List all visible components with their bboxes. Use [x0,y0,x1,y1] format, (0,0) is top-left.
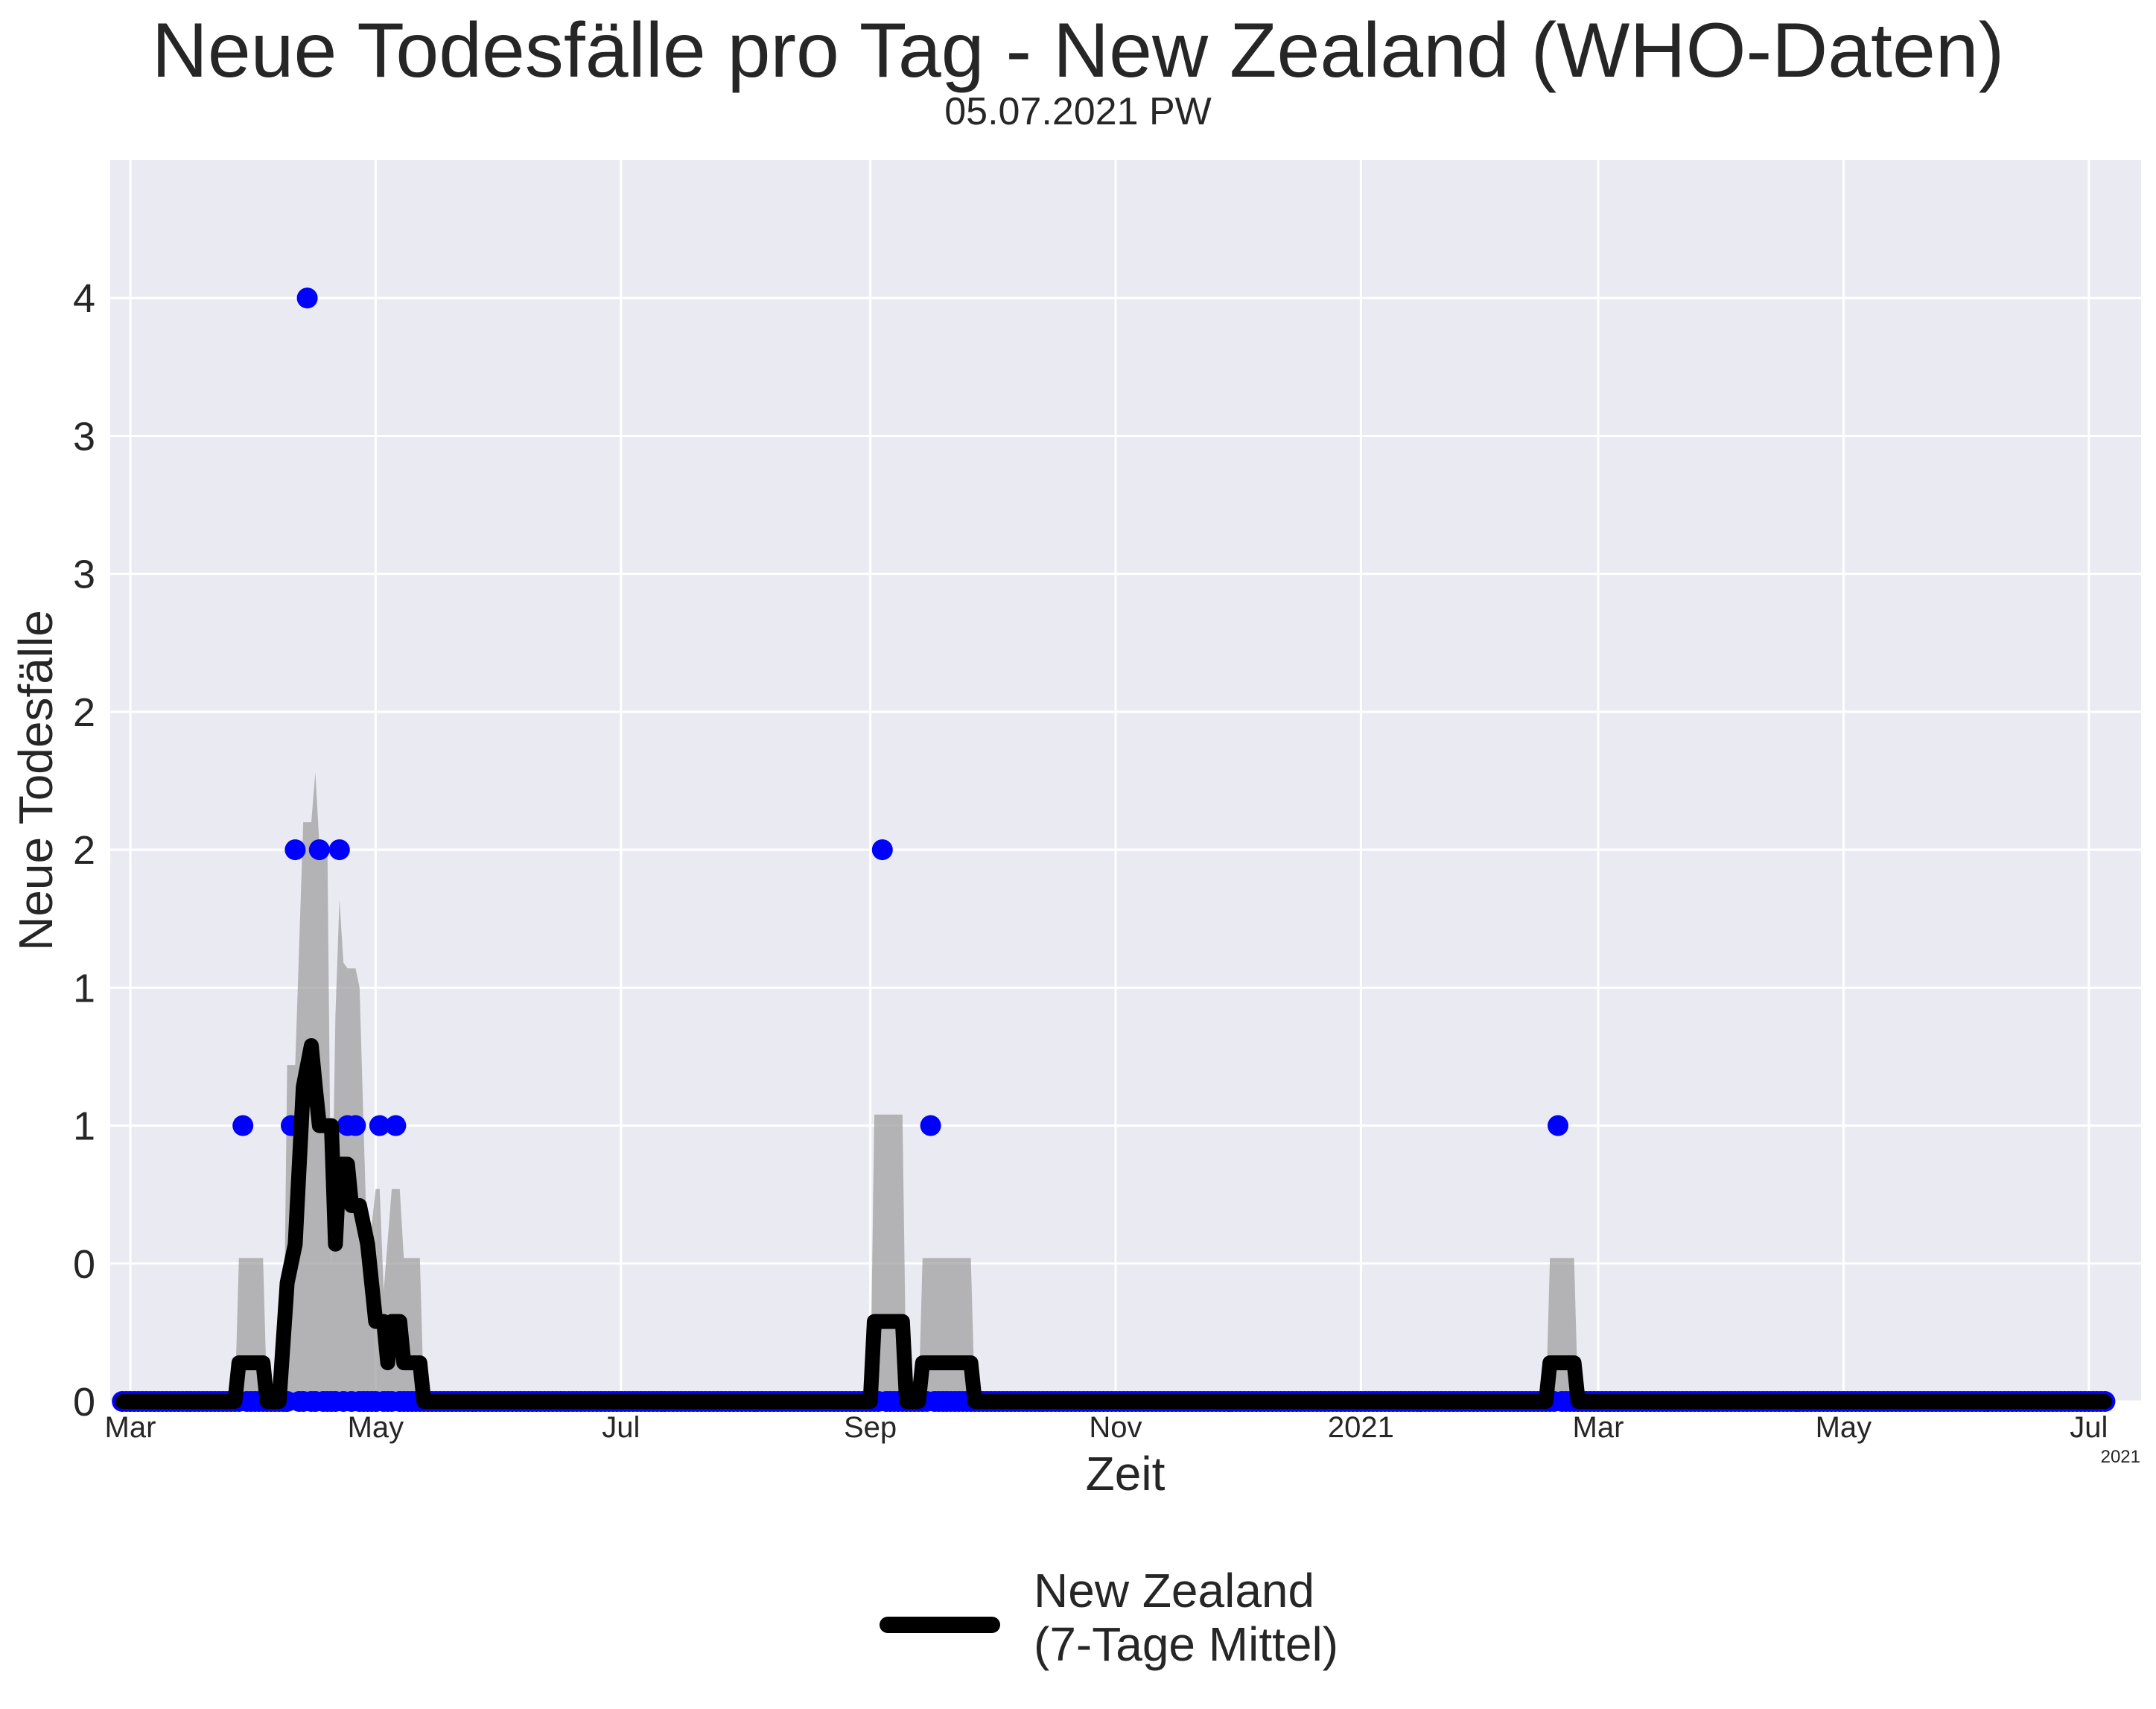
data-point [920,1115,941,1136]
chart-title: Neue Todesfälle pro Tag - New Zealand (W… [151,7,2005,94]
x-axis-label: Zeit [1086,1447,1166,1500]
y-tick-label: 4 [73,276,95,321]
mean-line-path [115,1038,2113,1409]
legend-label: New Zealand (7-Tage Mittel) [1034,1564,1338,1671]
y-axis-label: Neue Todesfälle [9,610,63,951]
data-point [328,839,350,861]
grid [110,160,2141,1403]
data-point [369,1115,390,1136]
y-tick-label: 2 [73,690,95,735]
data-point [345,1115,366,1136]
y-tick-label: 1 [73,1104,95,1149]
x-tick-label: May [348,1411,404,1444]
data-point [232,1115,254,1136]
x-axis-ticks: Mar May Jul Sep Nov 2021 Mar May Jul [105,1411,2108,1444]
y-tick-label: 2 [73,828,95,873]
spread-band-area [235,772,1578,1401]
data-point [296,287,318,309]
y-tick-label: 0 [73,1380,95,1425]
data-point [308,839,330,861]
x-tick-label: 2021 [1328,1411,1394,1444]
y-tick-label: 3 [73,553,95,597]
legend: New Zealand (7-Tage Mittel) [880,1564,1338,1671]
y-tick-label: 0 [73,1242,95,1287]
x-tick-label: May [1816,1411,1872,1444]
x-tick-label: Jul [2070,1411,2108,1444]
x-offset-label: 2021 [2101,1447,2140,1467]
data-point [1548,1115,1568,1136]
data-point [871,839,893,861]
x-tick-label: Mar [105,1411,156,1444]
spread-band [235,772,1578,1401]
chart-subtitle: 05.07.2021 PW [944,90,1212,133]
y-axis-ticks: 0 0 1 1 2 2 3 3 4 [73,276,95,1425]
x-tick-label: Nov [1089,1411,1142,1444]
x-tick-label: Jul [602,1411,640,1444]
x-tick-label: Mar [1573,1411,1624,1444]
mean-line [115,1038,2113,1409]
x-tick-label: Sep [844,1411,897,1444]
y-tick-label: 1 [73,966,95,1011]
data-point [284,839,306,861]
data-point [385,1115,407,1136]
plot-area [110,160,2141,1401]
y-tick-label: 3 [73,414,95,459]
